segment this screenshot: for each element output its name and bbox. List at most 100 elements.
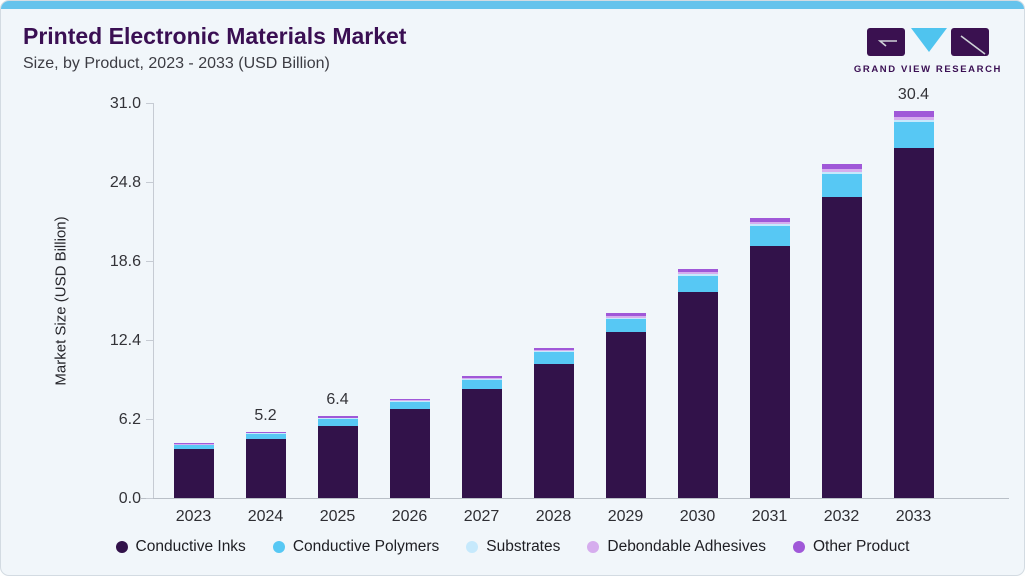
legend-dot-icon [272,541,285,553]
bar-2028 [533,347,574,498]
bar-segment [173,444,214,450]
bar-value-label: 30.4 [897,85,930,103]
x-tick-label: 2028 [535,508,572,525]
bar-2025 [317,416,358,498]
legend-label: Debondable Adhesives [607,538,766,555]
bar-segment [533,352,574,364]
bar-segment [821,172,862,175]
y-tick-label: 0.0 [118,490,141,507]
titles: Printed Electronic Materials Market Size… [23,23,406,73]
bar-segment [389,401,430,410]
bar-2029 [605,313,646,498]
bar-segment [389,398,430,401]
legend-item: Conductive Polymers [272,538,439,556]
bar-segment [749,245,790,498]
legend-dot-icon [466,541,479,553]
x-tick-label: 2030 [679,508,716,525]
bar-segment [389,409,430,498]
bar-segment [749,226,790,246]
bar-value-label: 5.2 [254,406,277,424]
y-tick-mark [146,181,153,183]
bar-segment [677,275,718,292]
gvr-logo-marks [866,28,989,56]
bar-segment [821,169,862,173]
top-accent-bar [1,1,1024,9]
x-tick-label: 2026 [391,508,428,525]
x-tick-label: 2025 [319,508,356,525]
gvr-logo-text: GRAND VIEW RESEARCH [853,64,1002,75]
gvr-logo: GRAND VIEW RESEARCH [854,27,1002,75]
bar-segment [821,164,862,170]
bar-segment [677,268,718,273]
bar-segment [893,116,934,120]
bar-segment [749,222,790,225]
bar-segment [173,443,214,445]
bar-2033 [893,110,934,498]
bar-segment [605,332,646,498]
y-tick-mark [146,339,153,341]
y-tick-label: 24.8 [109,174,141,191]
bar-segment [317,418,358,419]
bar-segment [461,379,502,389]
bar-2030 [677,268,718,498]
bar-segment [245,439,286,498]
bar-value-label: 6.4 [326,391,349,409]
bar-segment [605,318,646,333]
bar-segment [317,425,358,498]
bar-segment [317,417,358,419]
bar-segment [461,388,502,498]
legend-item: Debondable Adhesives [587,538,766,556]
legend-item: Conductive Inks [115,538,246,556]
x-tick-label: 2032 [823,508,860,525]
y-tick-label: 6.2 [118,411,141,428]
x-tick-label: 2024 [247,508,284,525]
bar-segment [605,313,646,317]
bar-segment [893,110,934,117]
legend-item: Substrates [466,538,560,556]
bar-segment [245,433,286,440]
bar-segment [821,196,862,498]
bar-segment [533,347,574,351]
bar-segment [245,433,286,434]
bar-2024 [245,431,286,498]
bar-segment [677,274,718,276]
bar-segment [893,147,934,498]
x-tick-label: 2029 [607,508,644,525]
y-tick-label: 12.4 [109,332,141,349]
bar-segment [533,350,574,352]
x-tick-label: 2023 [175,508,212,525]
bar-segment [317,418,358,426]
bar-segment [389,400,430,401]
x-tick-label: 2027 [463,508,500,525]
bar-segment [533,351,574,353]
y-tick-label: 18.6 [109,253,141,270]
chart-title: Printed Electronic Materials Market [23,23,407,49]
bar-2026 [389,398,430,498]
legend-dot-icon [115,541,128,553]
bar-2027 [461,375,502,498]
bar-segment [461,378,502,380]
bar-2031 [749,217,790,498]
bar-segment [677,291,718,498]
plot-area: 0.0 6.2 12.4 18.6 24.8 31.0 2023 2024 5.2 2025 6.4… [110,86,1009,525]
bar-segment [533,363,574,498]
y-tick-mark [146,418,153,420]
bar-segment [893,119,934,123]
bar-segment [605,316,646,318]
y-tick-mark [146,102,153,104]
bar-segment [173,449,214,498]
bar-segment [605,317,646,319]
x-axis-line [141,498,1009,499]
chart-subtitle: Size, by Product, 2023 - 2033 (USD Billi… [23,54,330,72]
bar-2023 [173,443,214,498]
bar-segment [749,217,790,223]
legend-label: Substrates [486,538,561,555]
y-tick-label: 31.0 [109,95,141,112]
legend-item: Other Product [792,538,909,556]
legend-label: Conductive Inks [135,538,246,555]
bar-segment [461,375,502,378]
header: Printed Electronic Materials Market Size… [23,23,1002,75]
bar-segment [821,174,862,197]
bar-segment [389,400,430,402]
